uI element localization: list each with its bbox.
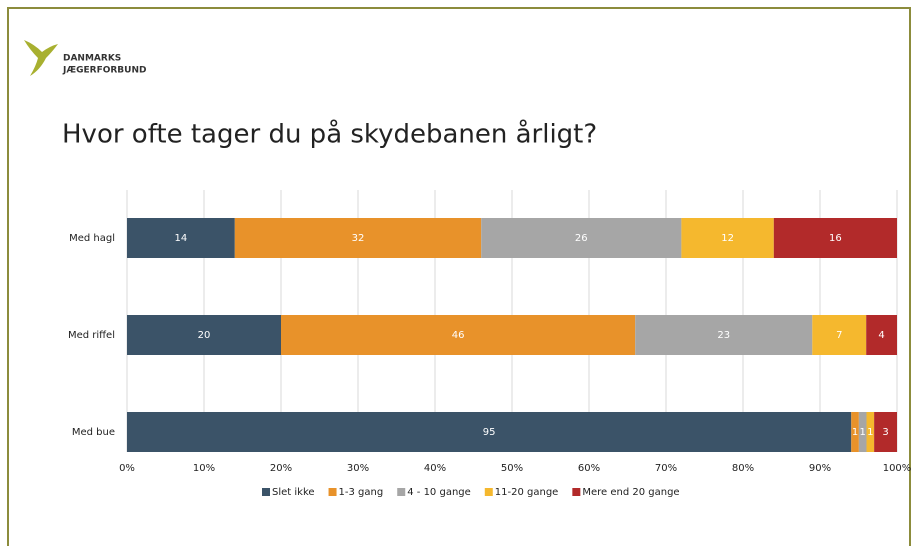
y-tick-label: Med bue xyxy=(72,427,115,438)
data-label: 46 xyxy=(452,330,465,341)
y-tick-label: Med riffel xyxy=(68,330,115,341)
x-tick-label: 80% xyxy=(732,463,754,474)
bar-segment xyxy=(234,218,482,258)
data-label: 1 xyxy=(852,427,858,438)
bar-segment xyxy=(481,218,682,258)
frame xyxy=(7,7,911,546)
bar-segment xyxy=(281,315,636,355)
x-tick-label: 90% xyxy=(809,463,831,474)
data-label: 3 xyxy=(882,427,888,438)
bar-segment xyxy=(858,412,867,452)
bar-segment xyxy=(635,315,813,355)
x-tick-label: 0% xyxy=(119,463,135,474)
data-label: 4 xyxy=(878,330,884,341)
bar-segment xyxy=(127,315,281,355)
legend-swatch xyxy=(262,488,270,496)
logo-text: JÆGERFORBUND xyxy=(62,66,146,76)
data-label: 20 xyxy=(198,330,211,341)
data-label: 1 xyxy=(867,427,873,438)
data-label: 26 xyxy=(575,233,588,244)
x-tick-label: 50% xyxy=(501,463,523,474)
data-label: 14 xyxy=(175,233,188,244)
legend-swatch xyxy=(572,488,581,496)
bar-segment xyxy=(851,412,859,452)
legend-label: Slet ikke xyxy=(272,487,315,498)
bar-segment xyxy=(681,218,774,258)
bar-segment xyxy=(773,218,897,258)
data-label: 95 xyxy=(483,427,496,438)
chart-title: Hvor ofte tager du på skydebanen årligt? xyxy=(62,119,597,150)
x-tick-label: 60% xyxy=(578,463,600,474)
legend-label: 4 - 10 gange xyxy=(407,487,471,498)
legend-swatch xyxy=(397,488,406,496)
legend-label: Mere end 20 gange xyxy=(582,487,679,498)
x-tick-label: 100% xyxy=(883,463,912,474)
data-label: 23 xyxy=(717,330,730,341)
logo-text: DANMARKS xyxy=(63,54,121,64)
data-label: 12 xyxy=(721,233,734,244)
bar-segment xyxy=(874,412,897,452)
bar-segment xyxy=(127,412,852,452)
data-label: 32 xyxy=(352,233,365,244)
x-tick-label: 30% xyxy=(347,463,369,474)
legend-label: 1-3 gang xyxy=(339,487,384,498)
y-tick-label: Med hagl xyxy=(69,233,115,244)
bar-segment xyxy=(812,315,867,355)
x-tick-label: 20% xyxy=(270,463,292,474)
data-label: 16 xyxy=(829,233,842,244)
data-label: 1 xyxy=(860,427,866,438)
legend-swatch xyxy=(484,488,493,496)
legend-label: 11-20 gange xyxy=(495,487,559,498)
x-tick-label: 40% xyxy=(424,463,446,474)
bar-segment xyxy=(866,315,897,355)
data-label: 7 xyxy=(836,330,842,341)
x-tick-label: 70% xyxy=(655,463,677,474)
x-tick-label: 10% xyxy=(193,463,215,474)
bar-segment xyxy=(127,218,235,258)
bar-segment xyxy=(866,412,875,452)
logo-icon xyxy=(24,40,58,76)
legend-swatch xyxy=(328,488,337,496)
